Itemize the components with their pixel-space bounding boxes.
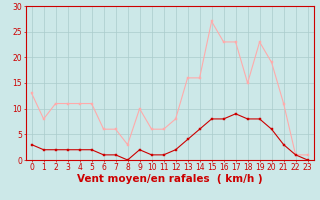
X-axis label: Vent moyen/en rafales  ( km/h ): Vent moyen/en rafales ( km/h )	[77, 174, 262, 184]
